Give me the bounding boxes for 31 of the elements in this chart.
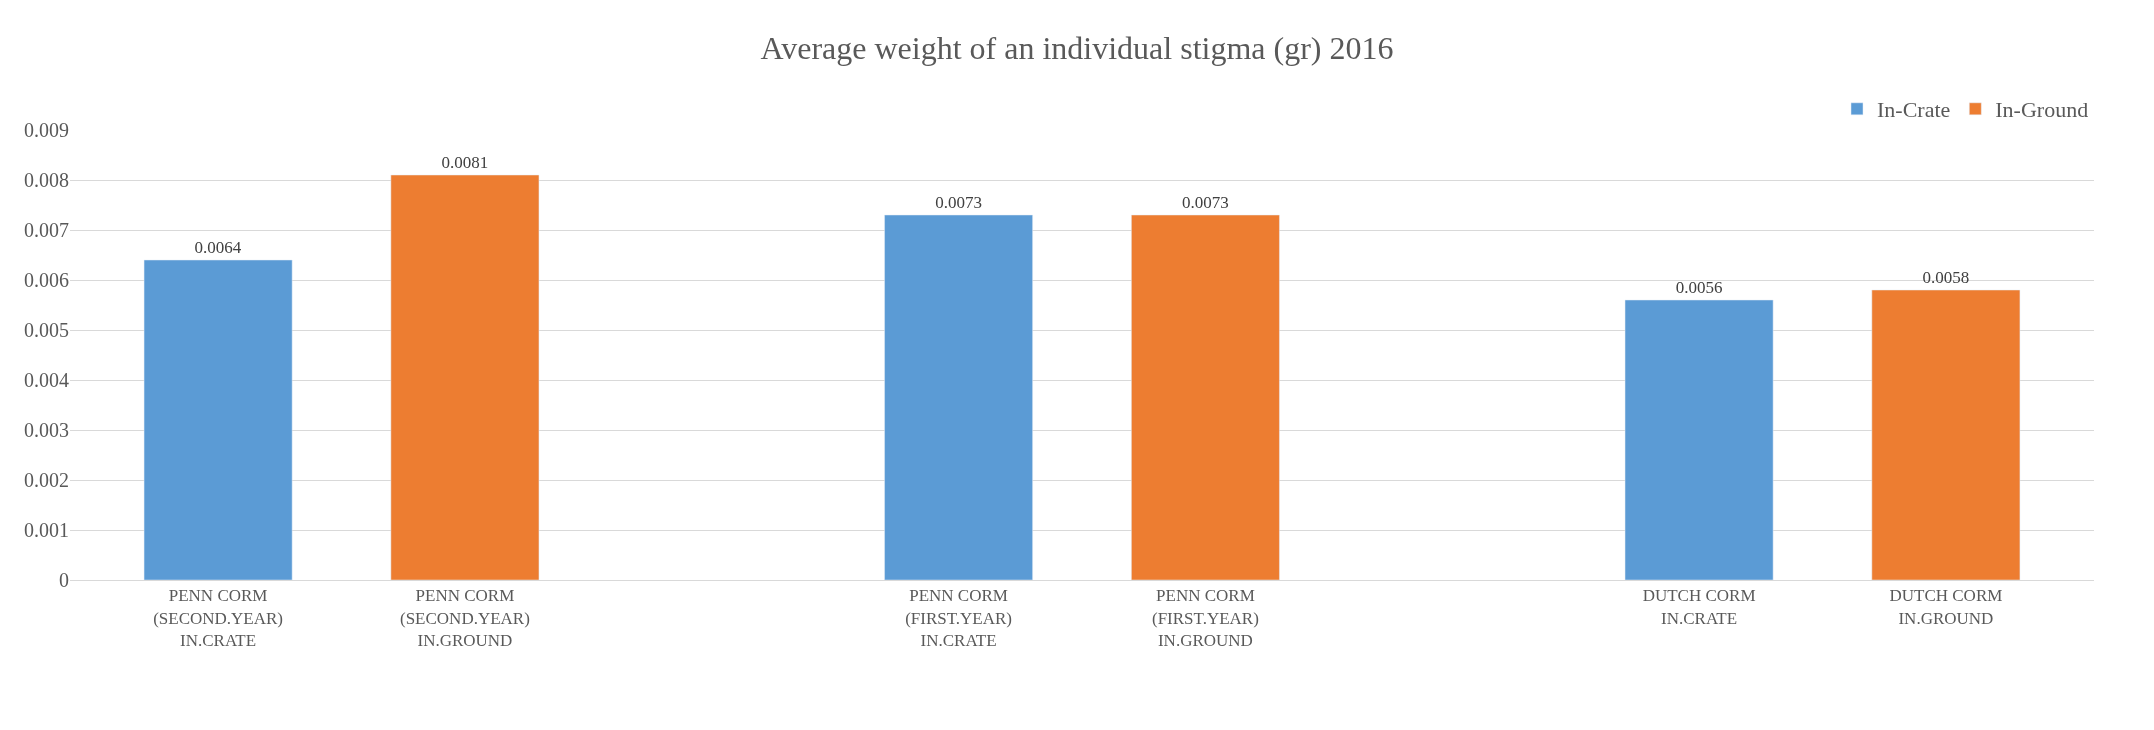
bar <box>1131 214 1280 580</box>
bar <box>1624 299 1774 580</box>
y-tick-label: 0.009 <box>24 119 69 141</box>
x-tick-label: DUTCH CORM IN.GROUND <box>1889 586 2003 628</box>
bar <box>390 174 540 580</box>
chart-title: Average weight of an individual stigma (gr) 2016 <box>760 29 1394 66</box>
y-tick-label: 0.001 <box>24 519 69 541</box>
x-tick-label: PENN CORM (FIRST.YEAR) IN.CRATE <box>905 586 1013 650</box>
x-tick-label: PENN CORM (SECOND.YEAR) IN.CRATE <box>153 586 284 650</box>
data-label: 0.0073 <box>935 193 982 212</box>
bar <box>143 259 293 580</box>
data-label: 0.0056 <box>1675 278 1723 297</box>
y-tick-label: 0.002 <box>24 469 69 491</box>
x-tick-label: PENN CORM (SECOND.YEAR) IN.GROUND <box>400 586 530 650</box>
data-label: 0.0058 <box>1922 268 1970 287</box>
legend-label: In-Ground <box>1995 97 2089 123</box>
y-tick-label: 0.008 <box>24 169 69 191</box>
y-tick-label: 0.004 <box>24 369 69 391</box>
legend-label: In-Crate <box>1877 97 1951 123</box>
y-tick-label: 0.007 <box>24 219 69 241</box>
data-label: 0.0073 <box>1182 193 1229 212</box>
bar <box>884 214 1033 580</box>
y-tick-label: 0.005 <box>24 319 69 341</box>
data-label: 0.0064 <box>194 238 242 257</box>
x-tick-label: PENN CORM (FIRST.YEAR) IN.GROUND <box>1151 586 1259 650</box>
x-tick-label: DUTCH CORM IN.CRATE <box>1642 586 1756 628</box>
bar <box>1871 289 2021 580</box>
y-tick-label: 0.003 <box>24 419 69 441</box>
y-tick-label: 0.006 <box>24 269 69 291</box>
y-tick-label: 0 <box>59 569 69 591</box>
data-label: 0.0081 <box>441 153 489 172</box>
